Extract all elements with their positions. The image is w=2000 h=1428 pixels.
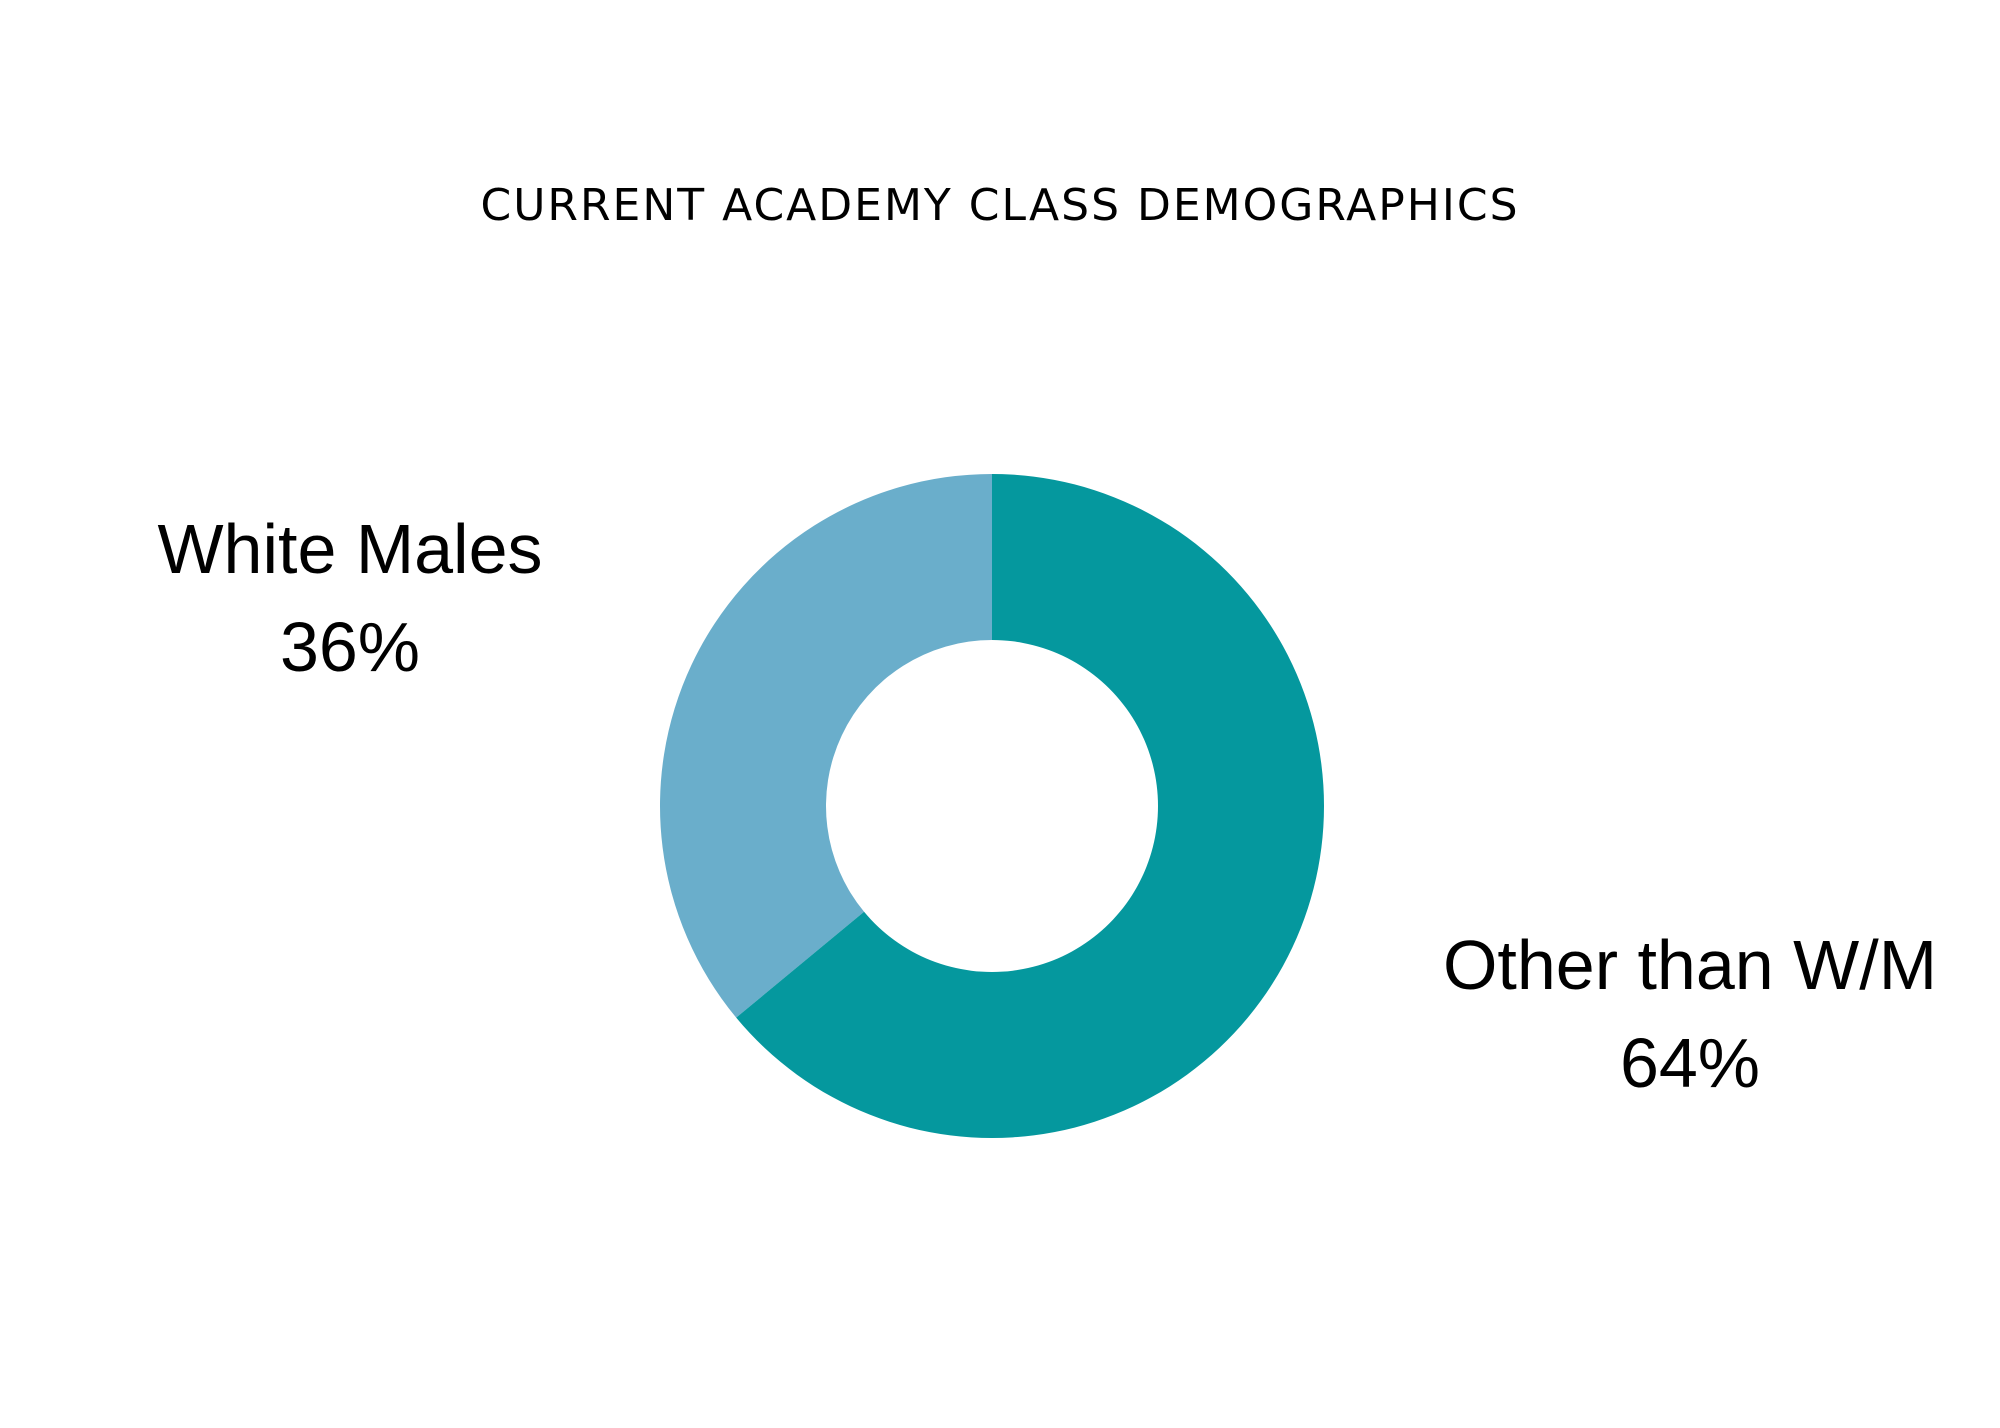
slice-label-other-than-wm: Other than W/M 64% — [1390, 916, 1990, 1112]
slice-percent-white-males: 36% — [279, 608, 421, 686]
donut-slices — [659, 474, 1324, 1138]
chart-title: CURRENT ACADEMY CLASS DEMOGRAPHICS — [480, 180, 1520, 231]
slice-name-white-males: White Males — [157, 510, 543, 588]
slice-percent-other-than-wm: 64% — [1619, 1024, 1761, 1102]
slice-name-other-than-wm: Other than W/M — [1442, 926, 1938, 1004]
slice-label-white-males: White Males 36% — [110, 500, 590, 696]
donut-slice-white-males — [659, 474, 992, 1018]
donut-slice-other-than-w-m — [736, 474, 1324, 1138]
